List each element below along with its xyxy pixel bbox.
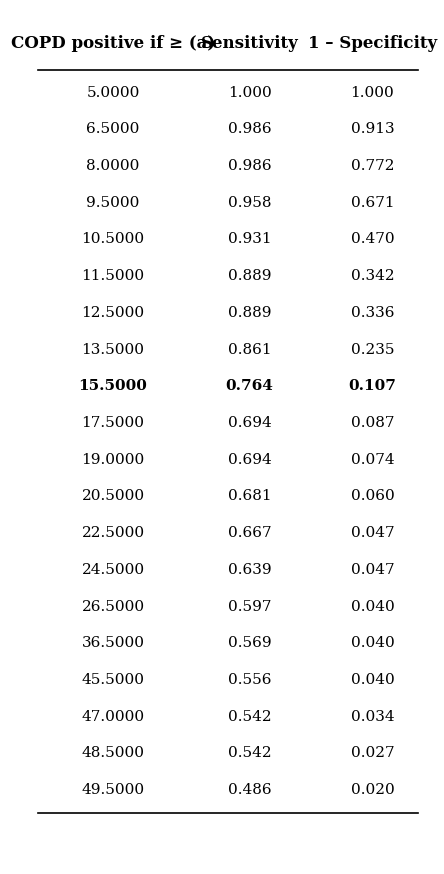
Text: 0.931: 0.931 <box>228 232 271 246</box>
Text: 11.5000: 11.5000 <box>81 269 145 283</box>
Text: 0.667: 0.667 <box>228 526 271 540</box>
Text: 0.671: 0.671 <box>351 196 394 210</box>
Text: 1.000: 1.000 <box>351 86 394 100</box>
Text: 0.772: 0.772 <box>351 159 394 173</box>
Text: 19.0000: 19.0000 <box>81 453 145 467</box>
Text: 48.5000: 48.5000 <box>82 746 145 760</box>
Text: 17.5000: 17.5000 <box>82 416 145 430</box>
Text: 0.764: 0.764 <box>226 379 274 393</box>
Text: 13.5000: 13.5000 <box>82 343 145 357</box>
Text: 0.542: 0.542 <box>228 710 271 724</box>
Text: 0.958: 0.958 <box>228 196 271 210</box>
Text: 0.047: 0.047 <box>351 563 394 577</box>
Text: 0.986: 0.986 <box>228 122 271 136</box>
Text: 0.060: 0.060 <box>351 489 394 503</box>
Text: 0.639: 0.639 <box>228 563 271 577</box>
Text: 0.040: 0.040 <box>351 600 394 614</box>
Text: 0.040: 0.040 <box>351 673 394 687</box>
Text: Sensitivity: Sensitivity <box>201 35 298 52</box>
Text: 49.5000: 49.5000 <box>81 783 145 797</box>
Text: 0.861: 0.861 <box>228 343 271 357</box>
Text: 0.020: 0.020 <box>351 783 394 797</box>
Text: 0.235: 0.235 <box>351 343 394 357</box>
Text: 1.000: 1.000 <box>228 86 272 100</box>
Text: 0.913: 0.913 <box>351 122 394 136</box>
Text: 22.5000: 22.5000 <box>81 526 145 540</box>
Text: 0.034: 0.034 <box>351 710 394 724</box>
Text: 5.0000: 5.0000 <box>86 86 140 100</box>
Text: 0.470: 0.470 <box>351 232 394 246</box>
Text: 1 – Specificity: 1 – Specificity <box>308 35 437 52</box>
Text: 0.597: 0.597 <box>228 600 271 614</box>
Text: 0.889: 0.889 <box>228 269 271 283</box>
Text: 8.0000: 8.0000 <box>86 159 140 173</box>
Text: 26.5000: 26.5000 <box>81 600 145 614</box>
Text: 0.342: 0.342 <box>351 269 394 283</box>
Text: 20.5000: 20.5000 <box>81 489 145 503</box>
Text: COPD positive if ≥ (a): COPD positive if ≥ (a) <box>11 35 215 52</box>
Text: 12.5000: 12.5000 <box>81 306 145 320</box>
Text: 9.5000: 9.5000 <box>86 196 140 210</box>
Text: 15.5000: 15.5000 <box>79 379 147 393</box>
Text: 45.5000: 45.5000 <box>82 673 145 687</box>
Text: 0.694: 0.694 <box>228 453 272 467</box>
Text: 0.542: 0.542 <box>228 746 271 760</box>
Text: 47.0000: 47.0000 <box>81 710 145 724</box>
Text: 10.5000: 10.5000 <box>81 232 145 246</box>
Text: 0.681: 0.681 <box>228 489 271 503</box>
Text: 0.047: 0.047 <box>351 526 394 540</box>
Text: 0.336: 0.336 <box>351 306 394 320</box>
Text: 0.986: 0.986 <box>228 159 271 173</box>
Text: 0.569: 0.569 <box>228 636 271 650</box>
Text: 0.074: 0.074 <box>351 453 394 467</box>
Text: 0.694: 0.694 <box>228 416 272 430</box>
Text: 6.5000: 6.5000 <box>86 122 140 136</box>
Text: 0.556: 0.556 <box>228 673 271 687</box>
Text: 0.107: 0.107 <box>349 379 396 393</box>
Text: 24.5000: 24.5000 <box>81 563 145 577</box>
Text: 0.486: 0.486 <box>228 783 271 797</box>
Text: 0.040: 0.040 <box>351 636 394 650</box>
Text: 0.889: 0.889 <box>228 306 271 320</box>
Text: 0.087: 0.087 <box>351 416 394 430</box>
Text: 36.5000: 36.5000 <box>82 636 145 650</box>
Text: 0.027: 0.027 <box>351 746 394 760</box>
